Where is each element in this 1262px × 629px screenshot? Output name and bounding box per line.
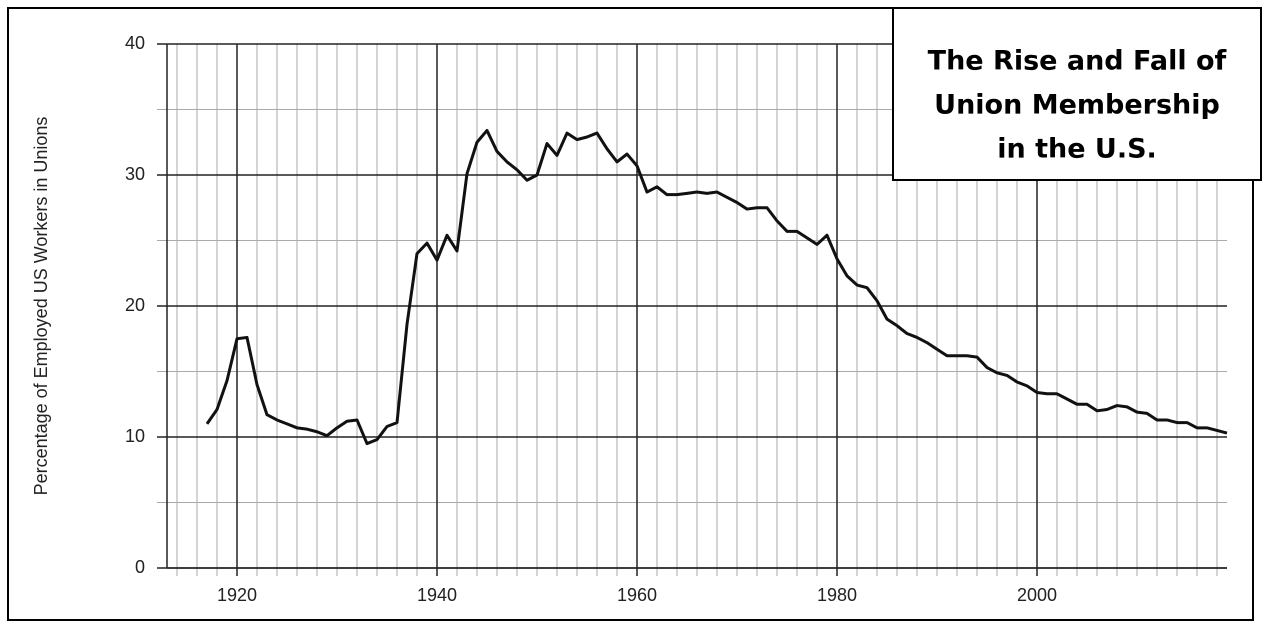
x-tick-label: 1960	[617, 585, 657, 605]
y-tick-label: 0	[135, 557, 145, 577]
plot	[205, 128, 1228, 446]
x-tick-label: 2000	[1017, 585, 1057, 605]
x-tick-label: 1980	[817, 585, 857, 605]
chart-title: Union Membership	[934, 90, 1220, 121]
title-box	[892, 7, 1262, 181]
y-tick-label: 30	[125, 164, 145, 184]
y-axis-label: Percentage of Employed US Workers in Uni…	[31, 117, 51, 496]
y-tick-label: 40	[125, 33, 145, 53]
chart-title: in the U.S.	[997, 134, 1157, 165]
grid: 1920 1940 1960 1980 2000 0 10 20 30 40	[125, 33, 1227, 605]
y-tick-label: 20	[125, 295, 145, 315]
y-tick-label: 10	[125, 426, 145, 446]
data-line	[205, 128, 1228, 446]
chart-title: The Rise and Fall of	[928, 46, 1227, 77]
x-tick-label: 1940	[417, 585, 457, 605]
x-tick-label: 1920	[217, 585, 257, 605]
